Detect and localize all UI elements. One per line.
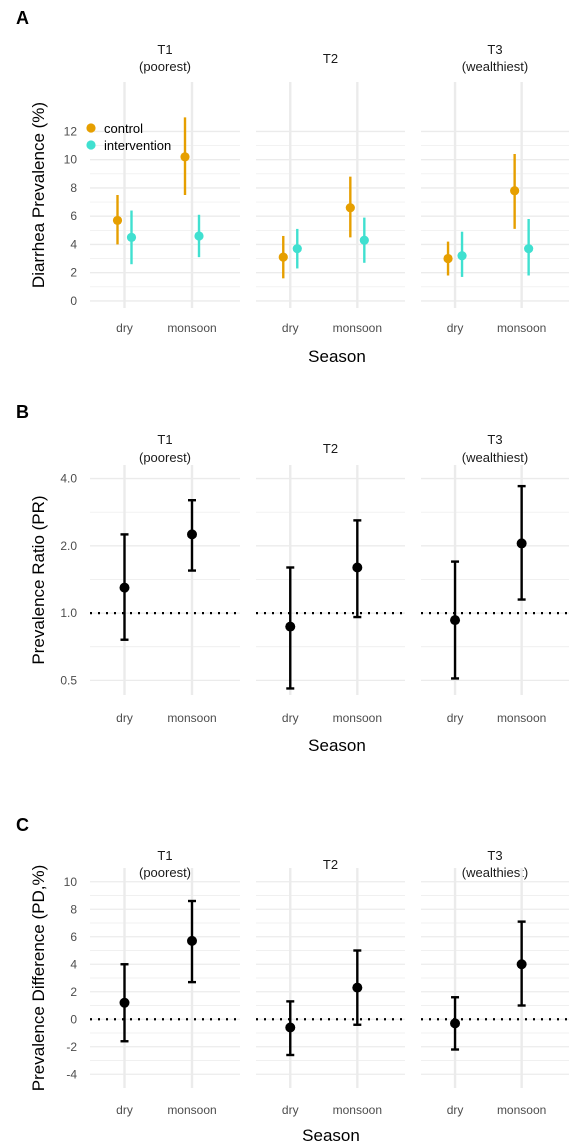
y-tick-label: 4.0 — [60, 472, 77, 486]
facet-title: T2 — [323, 441, 338, 456]
y-tick-label: 0 — [70, 1012, 77, 1026]
point-control-t1-monsoon — [180, 152, 190, 162]
point-t2-dry — [285, 1022, 296, 1033]
y-tick-label: 0 — [70, 294, 77, 308]
point-t1-dry — [119, 997, 130, 1008]
facet-subtitle: (poorest) — [139, 865, 191, 880]
x-tick-label: dry — [447, 711, 464, 725]
facet-subtitle: (wealthiest) — [462, 59, 528, 74]
y-tick-label: 8 — [70, 902, 77, 916]
y-tick-label: 8 — [70, 181, 77, 195]
facet-subtitle: (poorest) — [139, 59, 191, 74]
x-tick-label: monsoon — [333, 321, 382, 335]
y-tick-label: 2 — [70, 266, 77, 280]
x-tick-label: dry — [282, 711, 299, 725]
y-axis-title: Prevalence Ratio (PR) — [29, 495, 48, 664]
x-tick-label: dry — [282, 321, 299, 335]
panel-a-label: A — [16, 8, 29, 28]
point-intervention-t3-dry — [457, 251, 467, 261]
x-tick-label: dry — [282, 1103, 299, 1117]
y-tick-label: -2 — [66, 1040, 77, 1054]
facet-title: T2 — [323, 51, 338, 66]
x-tick-label: monsoon — [333, 711, 382, 725]
y-tick-label: 4 — [70, 237, 77, 251]
facet-title: T2 — [323, 857, 338, 872]
y-tick-label: 1.0 — [60, 606, 77, 620]
point-control-t2-monsoon — [345, 203, 355, 213]
point-t3-dry — [450, 615, 461, 626]
y-tick-label: -4 — [66, 1067, 77, 1081]
point-t1-dry — [119, 582, 130, 593]
point-control-t1-dry — [112, 215, 123, 226]
y-tick-label: 0.5 — [60, 673, 77, 687]
facet-title: T1 — [157, 848, 172, 863]
x-axis-title: Season — [308, 736, 366, 755]
y-tick-label: 6 — [70, 209, 77, 223]
y-axis-title: Prevalence Difference (PD,%) — [29, 865, 48, 1091]
x-tick-label: monsoon — [497, 321, 546, 335]
point-intervention-t2-dry — [292, 244, 302, 254]
x-tick-label: monsoon — [167, 1103, 216, 1117]
x-tick-label: monsoon — [167, 321, 216, 335]
facet-title: T1 — [157, 432, 172, 447]
facet-subtitle: (poorest) — [139, 450, 191, 465]
x-axis-title: Season — [308, 347, 366, 366]
point-t3-monsoon — [516, 959, 527, 970]
point-t1-monsoon — [187, 529, 197, 540]
point-intervention-t3-monsoon — [524, 244, 534, 254]
x-tick-label: dry — [116, 321, 133, 335]
y-tick-label: 6 — [70, 930, 77, 944]
x-tick-label: dry — [116, 711, 133, 725]
point-intervention-t1-dry — [126, 232, 137, 242]
point-t2-monsoon — [352, 982, 363, 993]
facet-title: T3 — [487, 432, 502, 447]
point-intervention-t1-monsoon — [194, 231, 204, 241]
x-tick-label: dry — [447, 321, 464, 335]
x-tick-label: dry — [116, 1103, 133, 1117]
point-t3-monsoon — [516, 538, 527, 549]
facet-subtitle: (wealthiest) — [462, 450, 528, 465]
y-tick-label: 4 — [70, 957, 77, 971]
point-control-t3-dry — [443, 253, 453, 264]
point-control-t3-monsoon — [510, 186, 520, 196]
legend-marker-control — [86, 123, 96, 133]
facet-title: T1 — [157, 42, 172, 57]
point-t3-dry — [450, 1018, 461, 1029]
legend-label-control: control — [104, 121, 143, 136]
point-intervention-t2-monsoon — [359, 235, 369, 245]
y-tick-label: 2 — [70, 985, 77, 999]
facet-title: T3 — [487, 42, 502, 57]
x-tick-label: monsoon — [497, 711, 546, 725]
panel-c-label: C — [16, 815, 29, 835]
panel-b-label: B — [16, 402, 29, 422]
point-control-t2-dry — [278, 252, 288, 262]
legend-label-intervention: intervention — [104, 138, 171, 153]
y-tick-label: 2.0 — [60, 539, 77, 553]
point-t2-monsoon — [352, 562, 363, 573]
point-t2-dry — [285, 621, 296, 632]
facet-subtitle: (wealthiest) — [462, 865, 528, 880]
facet-title: T3 — [487, 848, 502, 863]
x-tick-label: monsoon — [167, 711, 216, 725]
y-tick-label: 10 — [64, 153, 78, 167]
x-tick-label: monsoon — [497, 1103, 546, 1117]
y-axis-title: Diarrhea Prevalence (%) — [29, 102, 48, 288]
y-tick-label: 10 — [64, 875, 78, 889]
legend-marker-intervention — [86, 140, 96, 150]
x-tick-label: dry — [447, 1103, 464, 1117]
point-t1-monsoon — [187, 935, 197, 946]
x-tick-label: monsoon — [333, 1103, 382, 1117]
y-tick-label: 12 — [64, 124, 78, 138]
x-axis-title: Season — [302, 1126, 360, 1145]
